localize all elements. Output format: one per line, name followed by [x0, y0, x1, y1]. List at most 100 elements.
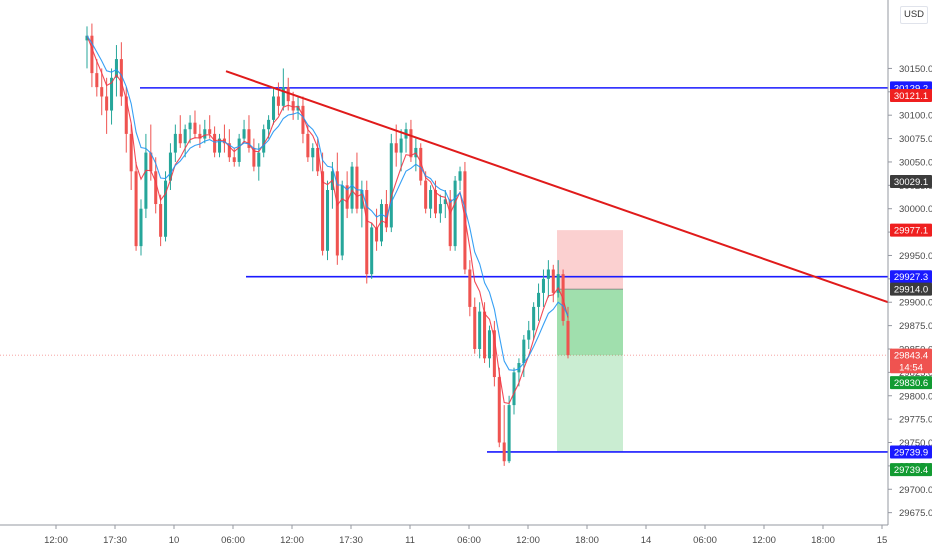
candle-body — [203, 129, 207, 139]
time-tick-label: 17:30 — [339, 535, 363, 546]
candle-body — [522, 339, 526, 364]
price-tick-label: 30000.0 — [899, 204, 932, 215]
candle-body — [541, 278, 545, 293]
candle-body — [227, 143, 231, 158]
candle-body — [546, 269, 550, 279]
price-badge — [890, 223, 932, 237]
horizontal-levels[interactable] — [140, 87, 888, 453]
candle-body — [487, 330, 491, 359]
time-tick-label: 12:00 — [44, 535, 68, 546]
candle-body — [409, 129, 413, 158]
candle-body — [321, 171, 325, 251]
candles — [85, 23, 570, 466]
candle-body — [325, 190, 330, 251]
candle-body — [134, 171, 138, 247]
candle-body — [365, 190, 369, 275]
candle-body — [90, 35, 94, 74]
candle-body — [183, 129, 187, 144]
candle-body — [129, 133, 133, 172]
slow-moving-average — [86, 35, 569, 405]
time-tick-label: 12:00 — [280, 535, 304, 546]
price-badge-label: 30029.1 — [894, 177, 928, 188]
time-tick-label: 17:30 — [103, 535, 127, 546]
candle-body — [345, 185, 349, 209]
candle-body — [556, 274, 560, 293]
candle-body — [399, 138, 403, 153]
candle-body — [95, 73, 99, 88]
price-tick-label: 29950.0 — [899, 251, 932, 262]
candle-body — [193, 122, 197, 134]
candle-body — [468, 269, 472, 307]
candle-body — [262, 129, 266, 153]
candle-body — [389, 143, 393, 228]
candle-body — [296, 105, 300, 111]
fast-moving-average — [86, 35, 569, 371]
take-profit-zone — [557, 355, 623, 453]
candle-body — [154, 171, 158, 205]
candle-body — [483, 311, 487, 359]
candle-body — [306, 133, 310, 158]
price-badge-label: 29739.4 — [894, 465, 928, 476]
candle-body — [105, 96, 109, 111]
candle-body — [532, 306, 536, 331]
candle-body — [473, 306, 477, 349]
candle-body — [232, 157, 236, 162]
time-tick-label: 18:00 — [575, 535, 599, 546]
candle-body — [286, 87, 290, 102]
price-badge-label: 30129.2 — [894, 83, 928, 94]
price-tick-label: 29700.0 — [899, 485, 932, 496]
candle-body — [217, 138, 222, 153]
candle-body — [507, 405, 511, 462]
candle-body — [527, 330, 531, 340]
price-badge-label: 29739.9 — [894, 447, 928, 458]
price-tick-label: 29750.0 — [899, 438, 932, 449]
candle-body — [360, 190, 364, 209]
candle-body — [271, 96, 276, 120]
trendline-group[interactable] — [225, 70, 889, 304]
time-tick-label: 12:00 — [752, 535, 776, 546]
price-badge — [890, 270, 932, 284]
candle-body — [438, 204, 442, 214]
price-badge-label: 29914.0 — [894, 285, 928, 296]
price-tick-label: 29900.0 — [899, 298, 932, 309]
price-badge-label: 29927.3 — [894, 272, 928, 283]
candle-body — [340, 185, 344, 256]
price-badge — [890, 445, 932, 459]
candle-body — [281, 87, 285, 106]
price-tick-label: 30050.0 — [899, 157, 932, 168]
time-tick-label: 12:00 — [516, 535, 540, 546]
candle-body — [237, 138, 241, 162]
candle-body — [335, 171, 339, 256]
price-tick-label: 29875.0 — [899, 321, 932, 332]
candle-body — [453, 180, 457, 247]
candle-body — [566, 320, 570, 356]
candle-body — [139, 208, 143, 247]
currency-button[interactable]: USD — [900, 6, 928, 24]
candle-body — [173, 133, 177, 153]
candle-body — [198, 133, 202, 139]
candle-body — [537, 292, 541, 307]
candle-body — [433, 190, 438, 214]
time-tick-label: 06:00 — [221, 535, 245, 546]
candle-body — [252, 147, 256, 167]
price-tick-label: 30100.0 — [899, 111, 932, 122]
candle-body — [178, 133, 182, 144]
candle-body — [551, 269, 555, 293]
candle-body — [188, 122, 192, 130]
candle-body — [85, 35, 89, 41]
time-tick-label: 06:00 — [693, 535, 717, 546]
time-tick-label: 15 — [877, 535, 888, 546]
candle-body — [311, 147, 315, 158]
time-axis[interactable]: 12:00 17:30 10 06:00 12:00 17:30 11 06:00 12:00 1… — [0, 524, 888, 546]
time-tick-label: 14 — [641, 535, 652, 546]
price-tick-label: 30075.0 — [899, 134, 932, 145]
candle-body — [267, 119, 271, 130]
candle-body — [478, 311, 482, 349]
price-badge — [890, 282, 932, 296]
candle-body — [159, 204, 163, 237]
candle-body — [355, 166, 359, 209]
candle-body — [124, 96, 128, 134]
candle-body — [497, 377, 501, 443]
